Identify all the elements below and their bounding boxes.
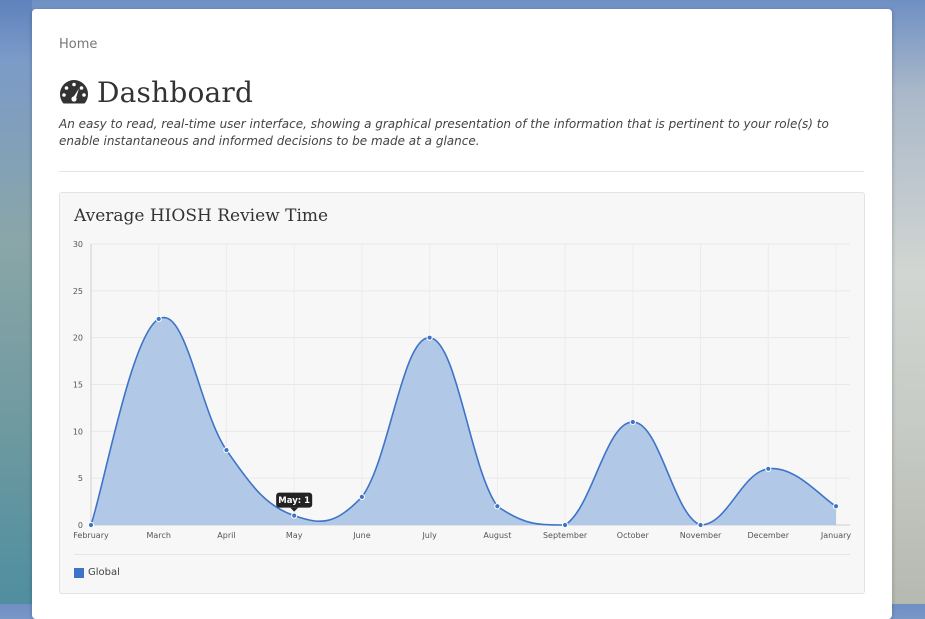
legend-swatch-global bbox=[74, 567, 84, 578]
y-tick-label: 30 bbox=[73, 240, 83, 249]
data-point[interactable] bbox=[629, 418, 636, 426]
background-left bbox=[0, 0, 32, 604]
data-point[interactable] bbox=[155, 315, 162, 323]
x-tick-label: September bbox=[543, 531, 588, 540]
chart-tooltip: May: 1 bbox=[276, 492, 313, 512]
legend-label-global: Global bbox=[88, 567, 120, 578]
x-tick-label: October bbox=[617, 531, 650, 540]
y-tick-label: 20 bbox=[73, 334, 83, 343]
x-tick-label: November bbox=[680, 531, 722, 540]
x-tick-label: April bbox=[217, 531, 235, 540]
tooltip-box bbox=[276, 492, 313, 508]
x-tick-label: August bbox=[483, 531, 511, 540]
chart-legend[interactable]: Global bbox=[74, 567, 120, 578]
chart-title: Average HIOSH Review Time bbox=[74, 206, 329, 226]
y-tick-label: 25 bbox=[73, 287, 83, 296]
data-point[interactable] bbox=[426, 334, 433, 341]
y-tick-label: 5 bbox=[78, 474, 83, 483]
page-subtitle: An easy to read, real-time user interfac… bbox=[59, 117, 829, 148]
x-tick-label: March bbox=[147, 531, 171, 540]
breadcrumb-home[interactable]: Home bbox=[59, 37, 98, 52]
data-point[interactable] bbox=[291, 512, 298, 519]
data-point[interactable] bbox=[358, 493, 366, 500]
y-tick-label: 10 bbox=[73, 427, 83, 436]
y-tick-label: 15 bbox=[73, 381, 83, 390]
x-tick-label: February bbox=[73, 531, 109, 540]
dashboard-gauge-icon bbox=[59, 80, 89, 104]
data-point[interactable] bbox=[832, 503, 840, 510]
area-chart: 0 5 10 15 20 25 30 February March April May June Jul… bbox=[73, 240, 852, 540]
x-tick-label: June bbox=[352, 531, 371, 540]
data-point[interactable] bbox=[697, 521, 704, 529]
series-area-global bbox=[91, 317, 836, 525]
data-point[interactable] bbox=[561, 521, 569, 529]
page-title: Dashboard bbox=[97, 75, 254, 109]
x-tick-label: January bbox=[820, 531, 852, 540]
data-point[interactable] bbox=[223, 446, 230, 454]
x-tick-label: December bbox=[748, 531, 790, 540]
tooltip-text: May: 1 bbox=[278, 496, 310, 506]
background-right bbox=[891, 0, 925, 604]
data-point[interactable] bbox=[765, 465, 772, 472]
tooltip-arrow bbox=[290, 507, 299, 512]
header-divider bbox=[59, 171, 864, 172]
data-point[interactable] bbox=[494, 503, 501, 510]
page-header: Dashboard bbox=[59, 75, 253, 109]
x-tick-label: July bbox=[421, 531, 437, 540]
y-tick-label: 0 bbox=[78, 521, 83, 530]
chart-panel: 0 5 10 15 20 25 30 February March April May June Jul… bbox=[59, 192, 865, 594]
legend-divider bbox=[74, 554, 850, 555]
content-card: Home Dashboard An easy to read, real-tim… bbox=[32, 9, 892, 619]
x-tick-label: May bbox=[286, 531, 303, 540]
data-point[interactable] bbox=[87, 521, 95, 529]
